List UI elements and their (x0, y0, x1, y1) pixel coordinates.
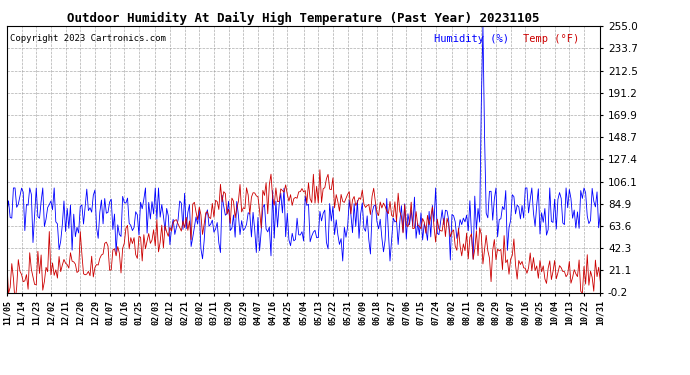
Text: Temp (°F): Temp (°F) (523, 34, 580, 44)
Text: Humidity (%): Humidity (%) (434, 34, 509, 44)
Title: Outdoor Humidity At Daily High Temperature (Past Year) 20231105: Outdoor Humidity At Daily High Temperatu… (68, 12, 540, 25)
Text: Copyright 2023 Cartronics.com: Copyright 2023 Cartronics.com (10, 34, 166, 43)
